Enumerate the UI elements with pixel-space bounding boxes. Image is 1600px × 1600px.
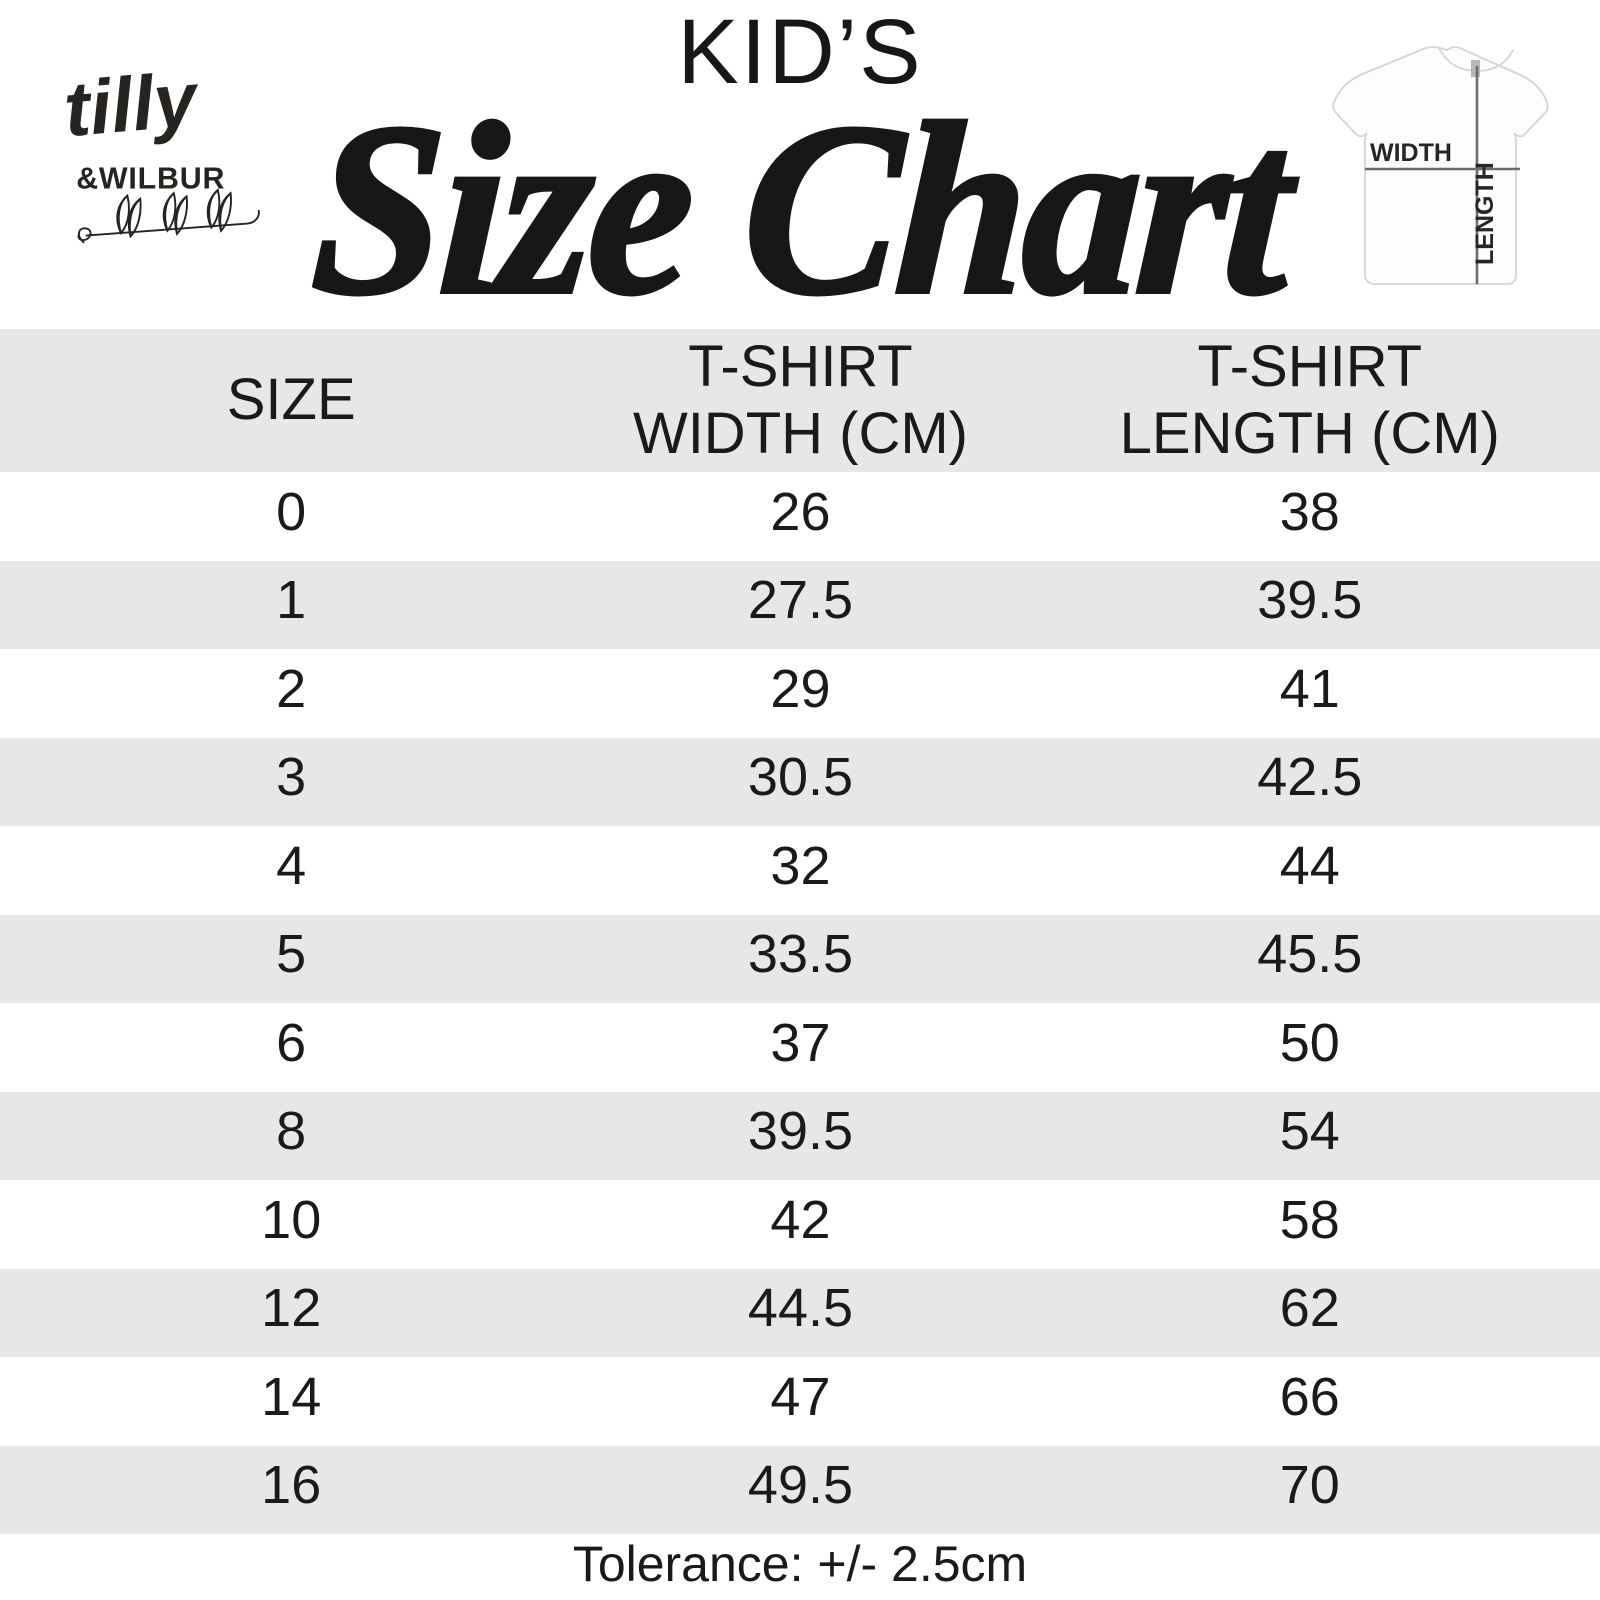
svg-text:LENGTH: LENGTH (1471, 162, 1499, 265)
svg-text:WIDTH: WIDTH (1370, 139, 1452, 167)
svg-text:tilly: tilly (61, 56, 204, 153)
svg-text:&WILBUR: &WILBUR (76, 161, 225, 195)
